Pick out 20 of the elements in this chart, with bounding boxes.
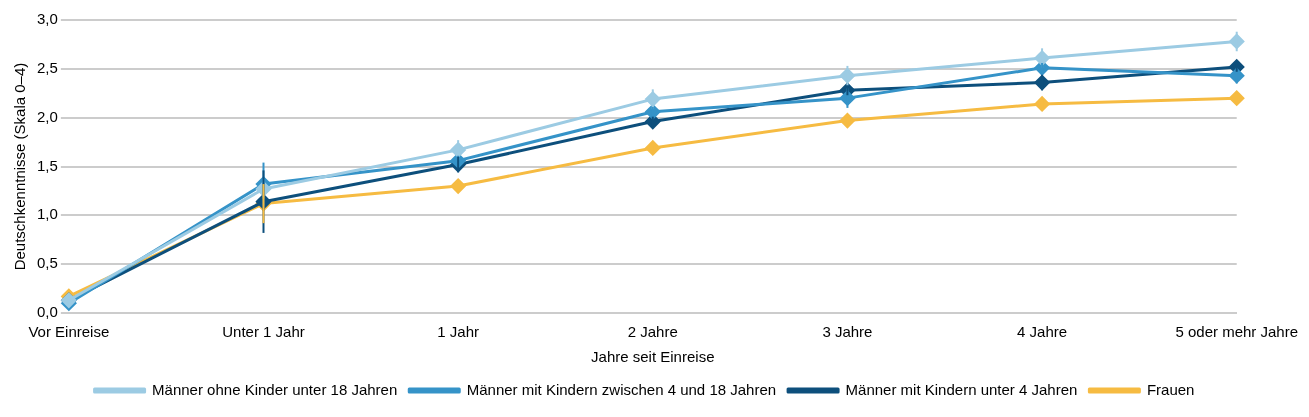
y-tick-label: 2,0 — [36, 107, 58, 125]
y-axis-title: Deutschkenntnisse (Skala 0–4) — [11, 62, 29, 271]
x-tick-label: 3 Jahre — [822, 323, 873, 341]
x-axis-title: Jahre seit Einreise — [591, 348, 715, 366]
y-tick-label: 0,5 — [36, 254, 58, 272]
x-tick-label: Vor Einreise — [28, 323, 110, 341]
x-tick-label: 2 Jahre — [627, 323, 678, 341]
legend-label: Männer mit Kindern unter 4 Jahren — [845, 380, 1078, 398]
x-tick-label: 1 Jahr — [437, 323, 479, 341]
y-tick-label: 2,5 — [36, 58, 58, 76]
x-tick-label: 5 oder mehr Jahre — [1175, 323, 1299, 341]
y-tick-label: 1,0 — [36, 205, 58, 223]
y-tick-label: 1,5 — [36, 156, 58, 174]
x-tick-label: 4 Jahre — [1017, 323, 1068, 341]
legend-label: Männer ohne Kinder unter 18 Jahren — [152, 380, 398, 398]
legend-label: Frauen — [1146, 380, 1195, 398]
legend-label: Männer mit Kindern zwischen 4 und 18 Jahren — [466, 380, 777, 398]
y-tick-label: 0,0 — [36, 303, 58, 321]
y-tick-label: 3,0 — [36, 10, 58, 28]
x-tick-label: Unter 1 Jahr — [222, 323, 305, 341]
